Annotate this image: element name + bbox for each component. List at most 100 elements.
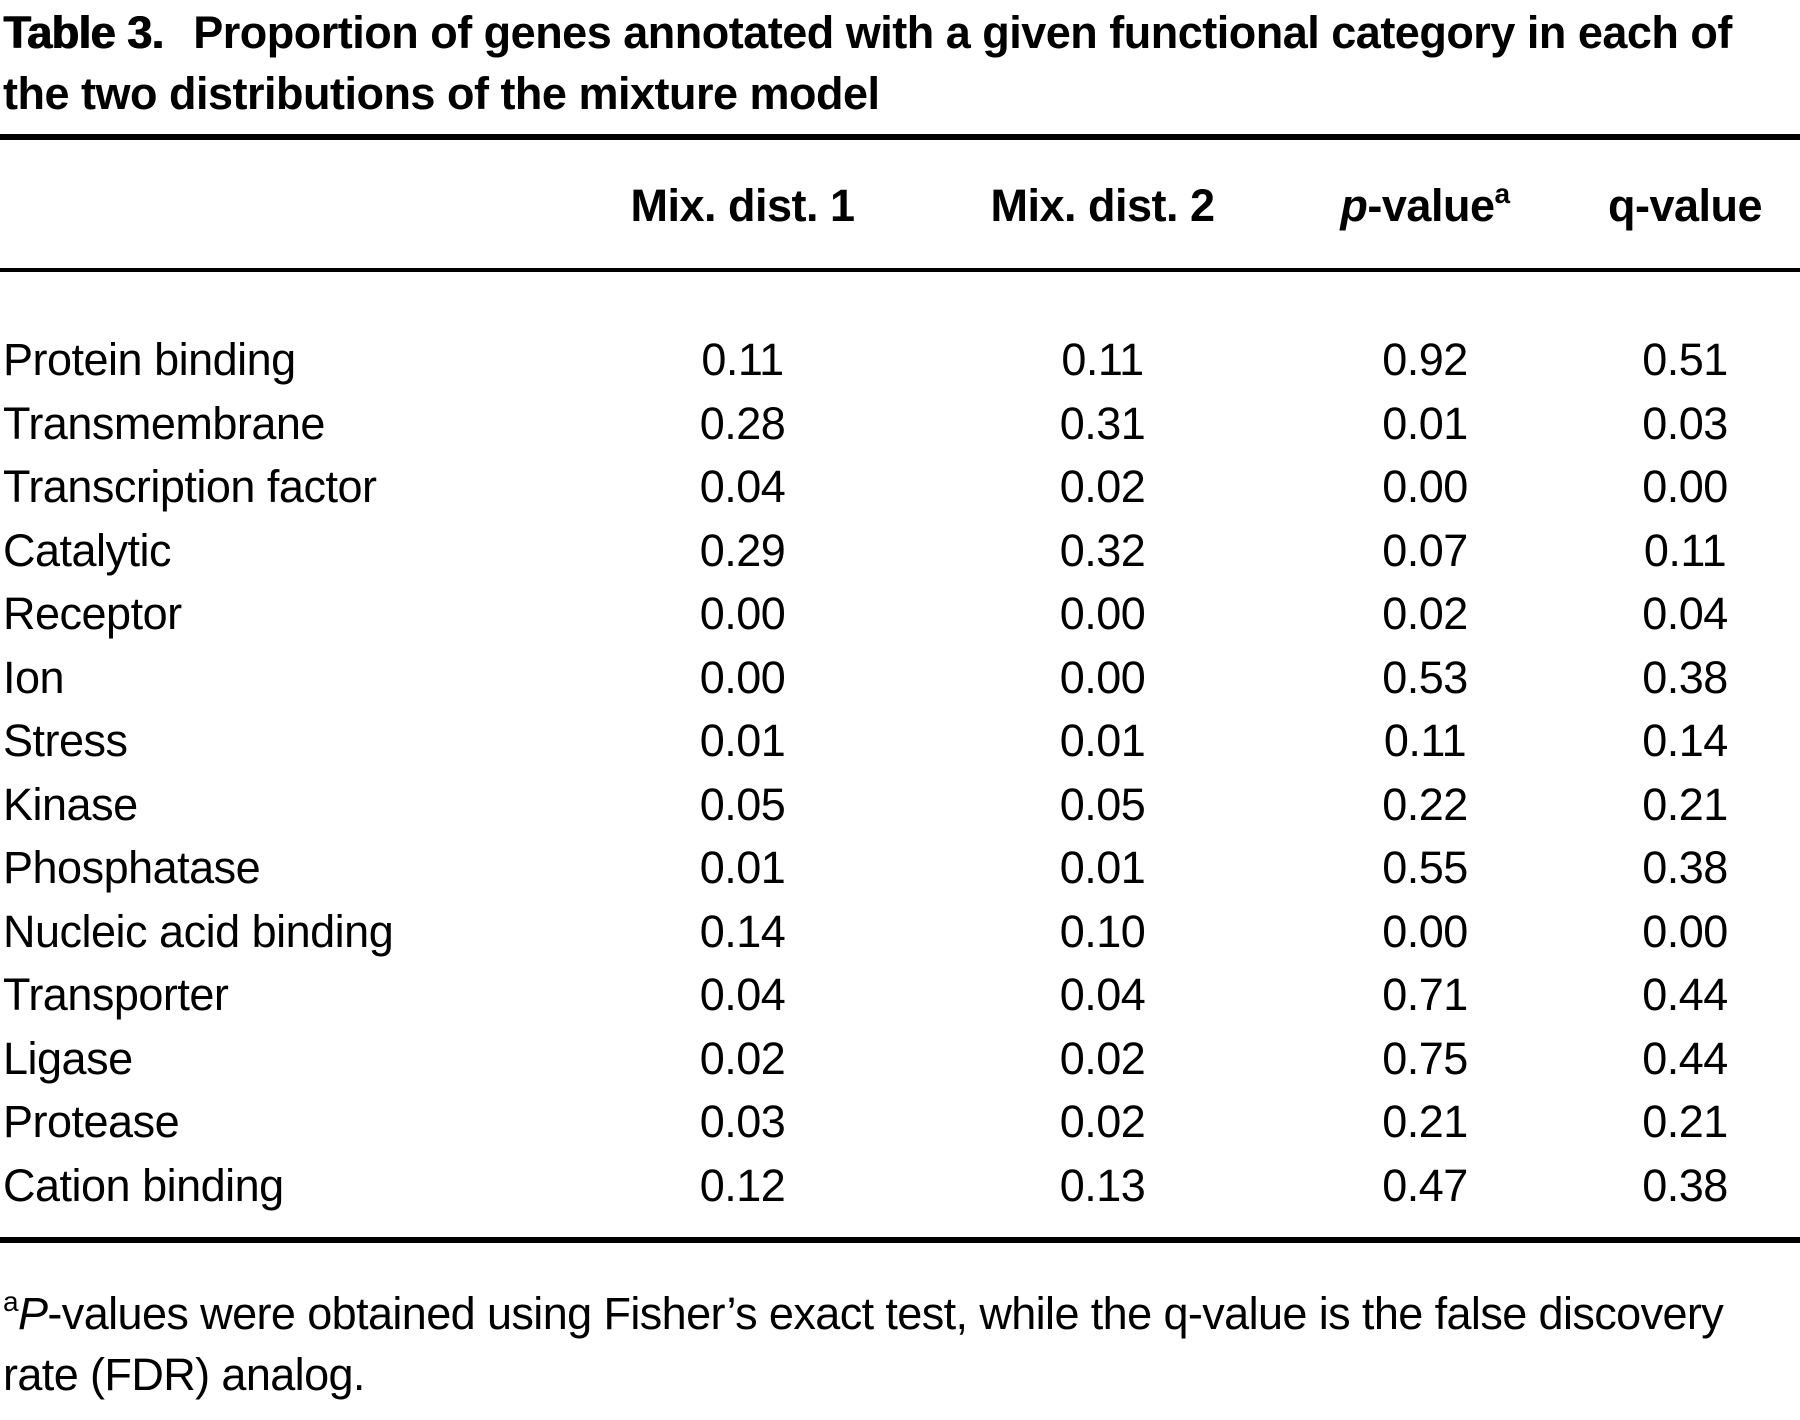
category-cell: Ligase [3,1032,133,1084]
mix2-cell: 0.01 [1059,842,1146,893]
p-value-cell: 0.55 [1382,842,1468,893]
category-cell: Receptor [3,588,182,639]
category-cell: Cation binding [3,1159,284,1211]
mix1-cell: 0.02 [699,1032,786,1084]
p-value-cell: 0.22 [1382,778,1468,830]
mix1-cell: 0.04 [699,461,786,512]
table-number-label: Table 3. [3,7,164,58]
mix1-cell: 0.14 [699,905,786,957]
mix1-cell: 0.12 [699,1159,786,1211]
mix2-cell: 0.04 [1059,969,1146,1020]
mix2-cell: 0.32 [1059,524,1146,576]
category-cell: Protein binding [3,334,296,385]
q-value-cell: 0.21 [1642,778,1728,830]
bottom-rule-divider [0,1237,1800,1243]
table-body: Protein binding 0.11 0.11 0.92 0.51 Tran… [0,328,1800,1217]
table-title-text: Proportion of genes annotated with a giv… [3,7,1732,119]
mix2-cell: 0.11 [1061,334,1144,385]
category-cell: Kinase [3,778,138,830]
table-row: Transporter 0.04 0.04 0.71 0.44 [0,963,1800,1027]
column-header-mix-dist-2: Mix. dist. 2 [990,180,1215,231]
footnote-italic-p: P [17,1288,48,1339]
category-cell: Catalytic [3,524,172,576]
p-value-cell: 0.53 [1382,651,1468,703]
header-rule-divider [0,268,1800,272]
p-value-cell: 0.00 [1382,461,1468,512]
page-title: Table 3. Proportion of genes annotated wi… [0,0,1800,124]
category-cell: Transcription factor [3,461,377,512]
category-cell: Transmembrane [3,397,325,449]
table-row: Receptor 0.00 0.00 0.02 0.04 [0,582,1800,646]
mix1-cell: 0.01 [699,842,786,893]
category-cell: Phosphatase [3,842,261,893]
category-cell: Stress [3,715,128,766]
mix2-cell: 0.02 [1059,1032,1146,1084]
mix2-cell: 0.31 [1059,397,1146,449]
q-value-cell: 0.44 [1642,969,1728,1020]
category-cell: Nucleic acid binding [3,905,394,957]
p-value-rest: -value [1367,180,1495,231]
p-value-cell: 0.07 [1382,524,1468,576]
mix1-cell: 0.29 [699,524,786,576]
mix2-cell: 0.02 [1059,461,1146,512]
p-value-cell: 0.00 [1382,905,1468,957]
mix2-cell: 0.00 [1059,588,1146,639]
mix1-cell: 0.28 [699,397,786,449]
category-cell: Ion [3,651,65,703]
category-cell: Transporter [3,969,229,1020]
p-value-cell: 0.21 [1382,1096,1468,1147]
table-row: Transcription factor 0.04 0.02 0.00 0.00 [0,455,1800,519]
p-value-cell: 0.02 [1382,588,1468,639]
q-value-cell: 0.03 [1642,397,1728,449]
p-value-cell: 0.01 [1382,397,1468,449]
mix1-cell: 0.11 [701,334,784,385]
mix2-cell: 0.00 [1059,651,1146,703]
footnote-text: -values were obtained using Fisher’s exa… [3,1288,1724,1400]
mix2-cell: 0.01 [1059,715,1146,766]
q-value-cell: 0.44 [1642,1032,1728,1084]
table-footnote: aP-values were obtained using Fisher’s e… [0,1283,1800,1405]
table-row: Transmembrane 0.28 0.31 0.01 0.03 [0,392,1800,456]
column-header-q-value: q-value [1607,180,1763,231]
q-value-cell: 0.38 [1642,1159,1728,1211]
mix2-cell: 0.13 [1059,1159,1146,1211]
p-value-italic-p: p [1340,180,1368,231]
table-row: Kinase 0.05 0.05 0.22 0.21 [0,773,1800,837]
table-row: Ligase 0.02 0.02 0.75 0.44 [0,1027,1800,1091]
column-header-mix-dist-1: Mix. dist. 1 [630,180,855,231]
q-value-cell: 0.11 [1643,524,1727,576]
mix1-cell: 0.03 [699,1096,786,1147]
mix1-cell: 0.01 [699,715,786,766]
q-value-cell: 0.00 [1642,905,1728,957]
mix2-cell: 0.05 [1059,778,1146,830]
column-header-p-value: p-valuea [1280,180,1570,232]
p-value-cell: 0.92 [1382,334,1468,385]
table-row: Protease 0.03 0.02 0.21 0.21 [0,1090,1800,1154]
p-value-cell: 0.71 [1382,969,1468,1020]
q-value-cell: 0.38 [1642,842,1728,893]
p-value-cell: 0.11 [1383,715,1467,766]
table-row: Nucleic acid binding 0.14 0.10 0.00 0.00 [0,900,1800,964]
table-header-row: Mix. dist. 1 Mix. dist. 2 p-valuea q-val… [0,180,1800,232]
q-value-cell: 0.00 [1642,461,1728,512]
p-value-footnote-marker: a [1494,178,1510,209]
table-row: Protein binding 0.11 0.11 0.92 0.51 [0,328,1800,392]
category-cell: Protease [3,1096,180,1147]
mix1-cell: 0.05 [699,778,786,830]
mix2-cell: 0.02 [1059,1096,1146,1147]
q-value-cell: 0.04 [1642,588,1728,639]
table-row: Ion 0.00 0.00 0.53 0.38 [0,646,1800,710]
mix1-cell: 0.04 [699,969,786,1020]
p-value-cell: 0.75 [1382,1032,1468,1084]
table-row: Cation binding 0.12 0.13 0.47 0.38 [0,1154,1800,1218]
q-value-cell: 0.38 [1642,651,1728,703]
q-value-cell: 0.14 [1642,715,1728,766]
table-row: Stress 0.01 0.01 0.11 0.14 [0,709,1800,773]
mix1-cell: 0.00 [699,588,786,639]
q-value-cell: 0.21 [1642,1096,1728,1147]
mix1-cell: 0.00 [699,651,786,703]
table-row: Catalytic 0.29 0.32 0.07 0.11 [0,519,1800,583]
mix2-cell: 0.10 [1059,905,1146,957]
footnote-marker: a [3,1286,19,1317]
